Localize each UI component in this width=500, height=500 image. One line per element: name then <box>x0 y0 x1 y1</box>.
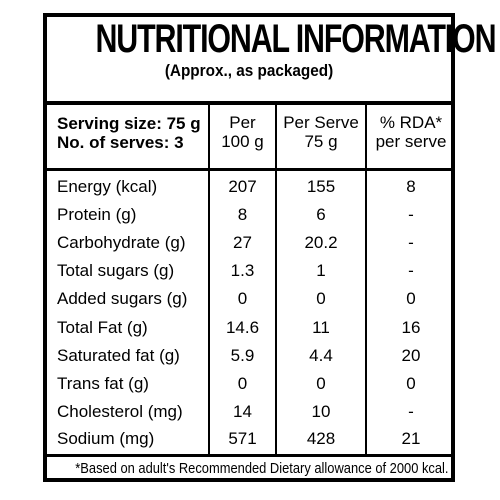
nutrient-row-carbohydrate: Carbohydrate (g) 27 20.2 - <box>47 229 451 258</box>
value-per-serve: 1 <box>316 261 326 280</box>
column-header-per-100g-line2: 100 g <box>221 132 264 151</box>
value-per-100g: 0 <box>237 289 248 308</box>
nutrient-name: Added sugars (g) <box>57 289 188 308</box>
nutrition-label: NUTRITIONAL INFORMATION (Approx., as pac… <box>43 13 497 482</box>
column-header-rda: % RDA* per serve <box>367 113 455 151</box>
column-header-per-serve-line2: 75 g <box>304 132 338 151</box>
value-rda: 0 <box>406 374 416 393</box>
value-per-serve: 4.4 <box>309 346 333 365</box>
value-per-100g: 14.6 <box>225 318 260 337</box>
value-rda: 20 <box>401 346 421 365</box>
value-per-serve: 6 <box>316 205 326 224</box>
value-rda: 0 <box>406 289 416 308</box>
nutrient-row-trans-fat: Trans fat (g) 0 0 0 <box>47 370 451 399</box>
nutrient-name: Trans fat (g) <box>57 374 149 393</box>
nutrient-name: Saturated fat (g) <box>57 346 180 365</box>
table-header-divider <box>47 168 451 171</box>
footnote: *Based on adult's Recommended Dietary al… <box>75 460 449 477</box>
value-rda: 8 <box>406 177 416 196</box>
serves-count: No. of serves: 3 <box>57 133 184 152</box>
nutrient-name: Total Fat (g) <box>57 318 148 337</box>
label-title: NUTRITIONAL INFORMATION <box>95 17 496 61</box>
value-per-100g: 0 <box>237 374 248 393</box>
nutrient-row-energy: Energy (kcal) 207 155 8 <box>47 173 451 202</box>
header-divider <box>47 101 451 105</box>
nutrient-name: Sodium (mg) <box>57 429 155 448</box>
value-rda: - <box>408 261 414 280</box>
nutrient-name: Energy (kcal) <box>57 177 158 196</box>
column-header-per-100g: Per 100 g <box>210 113 275 151</box>
nutrient-row-saturated-fat: Saturated fat (g) 5.9 4.4 20 <box>47 342 451 371</box>
column-header-per-serve-line1: Per Serve <box>283 113 359 132</box>
nutrient-row-protein: Protein (g) 8 6 - <box>47 201 451 230</box>
column-divider-3 <box>365 105 367 454</box>
value-rda: 16 <box>401 318 421 337</box>
value-per-100g: 1.3 <box>230 261 255 280</box>
value-per-100g: 8 <box>237 205 248 224</box>
column-header-rda-line1: % RDA* <box>379 113 443 132</box>
nutrient-row-total-sugars: Total sugars (g) 1.3 1 - <box>47 257 451 286</box>
value-per-100g: 571 <box>228 429 257 448</box>
column-divider-1 <box>208 105 210 454</box>
nutrient-name: Cholesterol (mg) <box>57 402 183 421</box>
value-rda: - <box>408 205 414 224</box>
nutrient-row-cholesterol: Cholesterol (mg) 14 10 - <box>47 398 451 427</box>
value-rda: - <box>408 402 414 421</box>
value-per-100g: 207 <box>228 177 257 196</box>
value-per-serve: 10 <box>311 402 331 421</box>
footer-divider <box>47 454 451 457</box>
column-header-per-serve: Per Serve 75 g <box>277 113 365 151</box>
value-per-100g: 5.9 <box>230 346 255 365</box>
nutrient-row-added-sugars: Added sugars (g) 0 0 0 <box>47 285 451 314</box>
nutrient-name: Carbohydrate (g) <box>57 233 186 252</box>
label-subtitle: (Approx., as packaged) <box>164 61 334 80</box>
value-per-serve: 428 <box>306 429 336 448</box>
value-per-100g: 14 <box>233 402 252 421</box>
value-per-serve: 0 <box>316 374 326 393</box>
value-rda: 21 <box>401 429 421 448</box>
value-per-serve: 0 <box>316 289 326 308</box>
value-per-100g: 27 <box>233 233 252 252</box>
nutrient-row-sodium: Sodium (mg) 571 428 21 <box>47 425 451 454</box>
value-per-serve: 11 <box>312 318 330 337</box>
nutrient-row-total-fat: Total Fat (g) 14.6 11 16 <box>47 314 451 343</box>
nutrient-name: Protein (g) <box>57 205 137 224</box>
nutrient-name: Total sugars (g) <box>57 261 175 280</box>
value-per-serve: 155 <box>306 177 336 196</box>
value-rda: - <box>408 233 414 252</box>
column-header-per-100g-line1: Per <box>229 113 256 132</box>
serving-size: Serving size: 75 g <box>57 114 201 133</box>
value-per-serve: 20.2 <box>304 233 338 252</box>
column-divider-2 <box>275 105 277 454</box>
column-header-rda-line2: per serve <box>375 132 447 151</box>
